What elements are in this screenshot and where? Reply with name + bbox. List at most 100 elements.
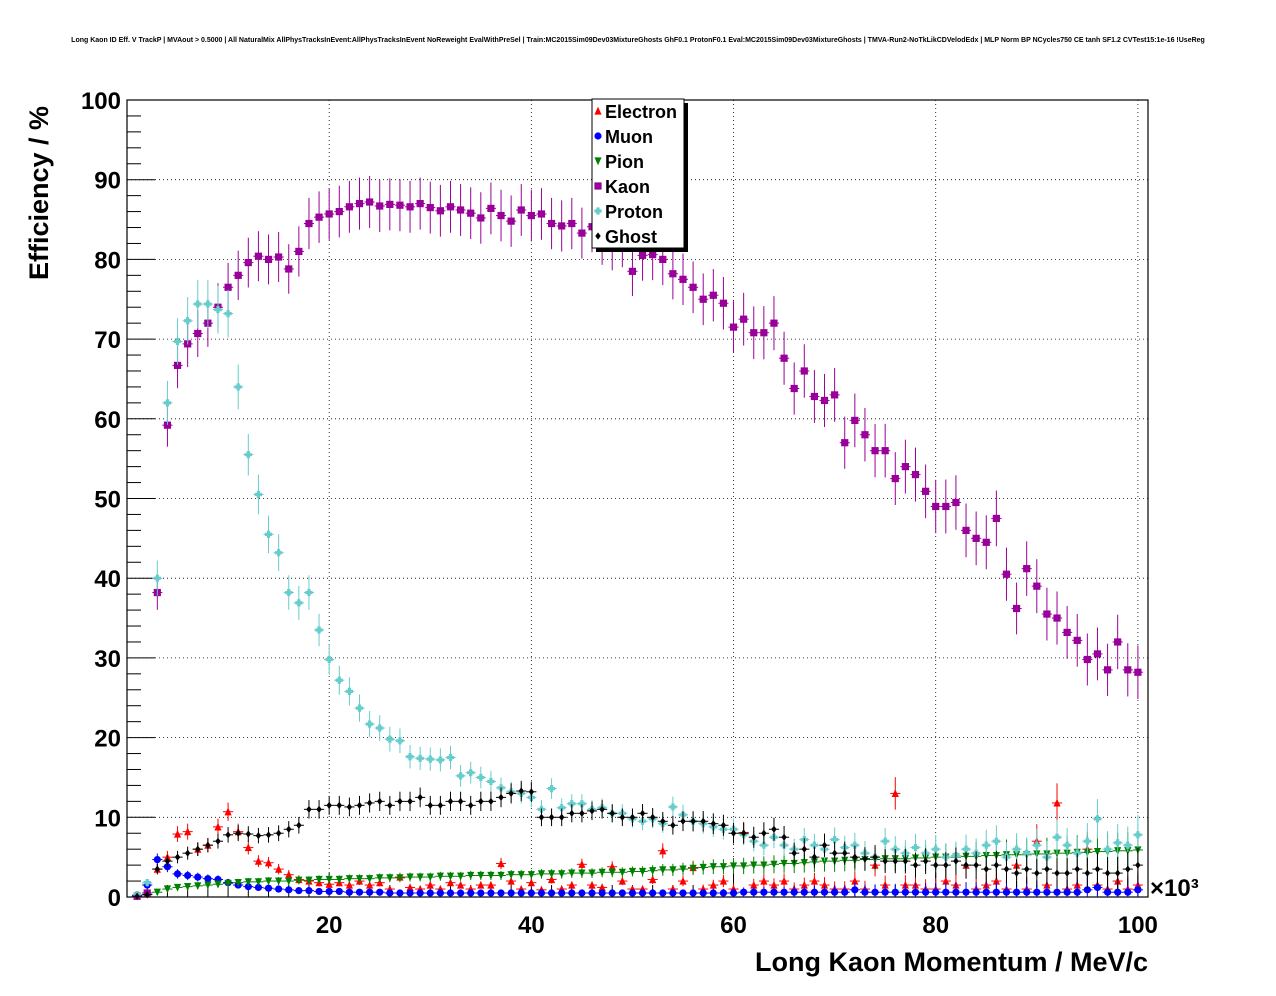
data-point xyxy=(922,857,929,865)
data-point xyxy=(467,209,475,217)
data-point xyxy=(719,863,728,871)
data-point xyxy=(1073,849,1081,857)
data-point xyxy=(568,800,576,808)
data-point xyxy=(608,889,616,897)
data-point xyxy=(709,863,717,871)
data-point xyxy=(680,817,686,825)
data-point xyxy=(527,889,535,897)
data-point xyxy=(1012,845,1021,853)
data-point xyxy=(1033,582,1041,590)
data-point xyxy=(983,865,989,873)
legend-marker xyxy=(594,182,602,190)
data-point xyxy=(286,825,292,833)
data-point xyxy=(285,265,293,273)
data-point xyxy=(417,793,423,801)
data-point xyxy=(760,876,768,885)
data-point xyxy=(234,383,242,391)
data-point xyxy=(456,880,465,889)
data-point xyxy=(407,797,413,805)
data-point xyxy=(598,883,606,892)
data-point xyxy=(446,878,455,887)
data-point xyxy=(406,753,414,761)
x-axis-title: Long Kaon Momentum / MeV/c xyxy=(755,947,1148,977)
data-point xyxy=(638,889,647,897)
data-point xyxy=(811,853,818,861)
data-point xyxy=(386,889,394,897)
data-point xyxy=(254,878,263,887)
data-point xyxy=(397,797,403,805)
data-point xyxy=(275,885,283,893)
data-point xyxy=(578,229,586,237)
data-point xyxy=(791,849,797,857)
data-point xyxy=(851,876,859,885)
data-point xyxy=(729,862,738,871)
data-point xyxy=(154,865,161,873)
data-point xyxy=(325,880,333,888)
data-point xyxy=(1114,888,1122,896)
data-point xyxy=(396,201,404,209)
data-point xyxy=(710,820,717,828)
data-point xyxy=(699,889,707,897)
data-point xyxy=(810,888,819,896)
data-point xyxy=(366,888,374,896)
data-point xyxy=(447,797,454,805)
data-point xyxy=(719,876,728,885)
data-point xyxy=(386,200,394,209)
data-point xyxy=(599,805,605,813)
data-point xyxy=(771,825,777,833)
data-point xyxy=(507,876,515,885)
data-point xyxy=(173,883,182,892)
data-point xyxy=(892,857,898,865)
data-point xyxy=(497,859,505,868)
data-point xyxy=(517,889,525,897)
data-point xyxy=(619,813,626,821)
y-tick-label: 80 xyxy=(94,247,121,274)
data-point xyxy=(315,887,323,896)
data-point xyxy=(709,291,717,299)
data-point xyxy=(517,871,525,879)
data-point xyxy=(963,861,969,869)
data-point xyxy=(518,787,524,795)
data-point xyxy=(153,574,161,582)
legend-marker xyxy=(594,132,602,140)
data-point xyxy=(163,885,172,894)
data-point xyxy=(740,862,748,871)
data-point xyxy=(1135,861,1141,869)
data-point xyxy=(376,878,384,887)
data-point xyxy=(446,872,455,881)
data-point xyxy=(1134,831,1142,839)
data-point xyxy=(306,805,312,813)
data-point xyxy=(618,876,626,885)
data-point xyxy=(982,841,990,849)
data-point xyxy=(790,859,798,868)
data-point xyxy=(295,887,303,895)
data-point xyxy=(679,876,687,885)
data-point xyxy=(355,200,364,208)
data-point xyxy=(537,870,546,879)
data-point xyxy=(852,853,858,861)
data-point xyxy=(962,526,970,534)
data-point xyxy=(406,889,414,897)
data-point xyxy=(568,880,576,889)
data-point xyxy=(174,853,181,861)
data-point xyxy=(468,801,474,809)
data-point xyxy=(891,474,899,483)
data-point xyxy=(477,214,485,222)
data-point xyxy=(943,861,949,869)
data-point xyxy=(740,829,747,837)
data-point xyxy=(1083,886,1091,894)
data-point xyxy=(882,857,888,865)
data-point xyxy=(456,872,465,881)
data-point xyxy=(911,888,920,896)
data-point xyxy=(184,317,192,325)
data-point xyxy=(618,868,626,877)
data-point xyxy=(608,868,616,877)
data-point xyxy=(598,868,606,877)
data-point xyxy=(719,299,728,307)
data-point xyxy=(376,874,384,883)
data-point xyxy=(194,300,202,308)
data-point xyxy=(426,755,434,763)
data-point xyxy=(1043,888,1051,896)
data-point xyxy=(507,871,515,879)
data-point xyxy=(729,323,738,331)
